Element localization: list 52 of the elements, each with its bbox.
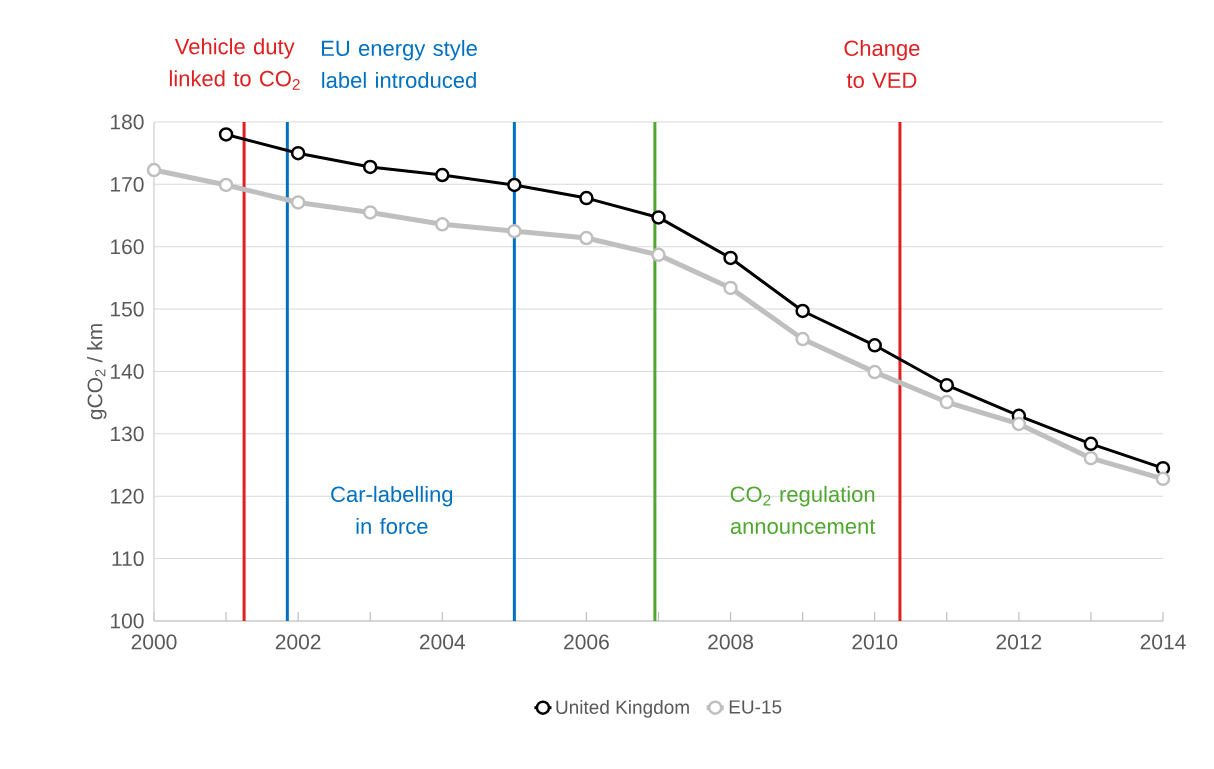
point [362,205,378,220]
ref-line-label: EU energy style label introduced [321,39,477,89]
y-tick-label: 100 [111,613,144,629]
point [1011,416,1027,432]
point [795,303,810,319]
y-tick-label: 180 [111,114,144,130]
point [723,280,738,296]
y-tick-label: 120 [111,488,144,504]
y-tick-label: 130 [111,426,144,442]
point [507,177,522,193]
point [146,162,162,178]
y-tick-label: 140 [111,364,144,379]
x-tick-label: 2008 [708,634,753,650]
point [579,190,594,206]
point [723,250,738,266]
legend-label: EU-15 [729,700,782,714]
point [362,159,378,175]
point [651,247,666,263]
x-tick-label: 2014 [1140,634,1186,650]
point [939,377,955,393]
point [218,127,234,142]
x-tick-label: 2002 [275,634,321,650]
point [867,364,882,380]
x-tick-label: 2004 [419,634,466,650]
point [1155,471,1171,487]
legend-label: United Kingdom [556,700,689,718]
x-tick-label: 2006 [564,634,609,650]
point [579,230,594,246]
point [435,217,450,232]
ref-line-label: Change to VED [844,39,920,89]
point [435,167,450,183]
ref-line-label: Car-labelling in force [331,485,453,535]
y-axis-title: gCO$_{2}$ / km [87,324,107,420]
point [939,394,955,410]
point [290,145,306,161]
point [867,338,882,353]
y-tick-label: 110 [112,551,144,567]
point [651,210,666,225]
point [795,331,810,347]
y-tick-label: 170 [111,176,144,192]
point [218,177,234,193]
point [290,195,306,210]
y-tick-label: 160 [111,239,144,255]
y-tick-label: 150 [111,301,144,317]
x-tick-label: 2012 [996,634,1042,650]
ref-line-label: Vehicle duty linked to CO$_{2}$ [169,38,300,90]
point [507,223,522,239]
x-tick-label: 2000 [131,634,177,650]
x-tick-label: 2010 [852,634,898,650]
point [1083,450,1099,466]
ref-line-label: CO$_{2}$ regulation announcement [730,485,876,535]
point [1083,436,1099,452]
